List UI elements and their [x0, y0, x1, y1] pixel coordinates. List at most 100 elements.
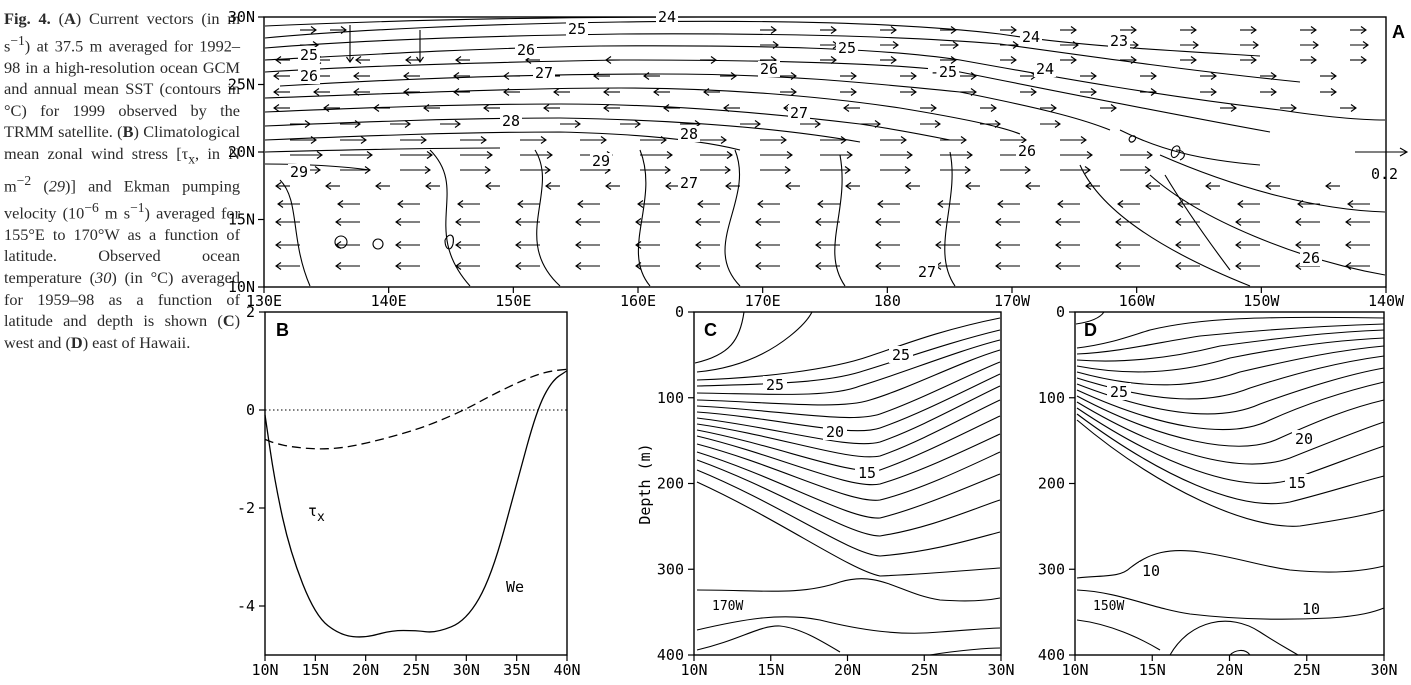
current-vector-head	[605, 182, 612, 190]
panel-c-xtick-label: 30N	[987, 661, 1014, 679]
current-vector-head	[593, 72, 600, 80]
current-vector-head	[664, 166, 671, 174]
panel-a-xtick-label: 150W	[1243, 292, 1280, 310]
caption-ref-b: B	[122, 122, 134, 142]
current-vector-head	[892, 41, 899, 49]
panel-c-label: C	[704, 320, 717, 340]
current-vector-head	[695, 218, 702, 226]
current-vector-head	[1235, 218, 1242, 226]
current-vector-head	[1205, 182, 1212, 190]
current-vector-head	[1110, 104, 1117, 112]
current-vector-head	[1057, 200, 1064, 208]
current-vector-head	[1055, 218, 1062, 226]
current-vector-head	[575, 218, 582, 226]
current-vector-head	[1177, 200, 1184, 208]
current-vector-head	[1144, 166, 1151, 174]
panel-c-contour-label: 20	[826, 423, 844, 441]
caption-text: ) Climatological mean zonal wind stress …	[4, 122, 240, 163]
current-vector-head	[840, 136, 847, 144]
panel-a-ytick-label: 30N	[228, 8, 255, 26]
caption-reference: 30	[95, 268, 112, 288]
current-vector-head	[515, 262, 522, 270]
current-vector-head	[457, 200, 464, 208]
current-vector-head	[480, 136, 487, 144]
caption-text: ) (in °C) averaged for 1959–98 as a func…	[4, 268, 241, 331]
current-vector-head	[930, 104, 937, 112]
current-vector-head	[830, 56, 837, 64]
current-vector-head	[1345, 262, 1352, 270]
panel-a-reference-vector: 0.2	[1355, 147, 1409, 183]
current-vector-head	[770, 26, 777, 34]
tau-x-series-line	[264, 368, 568, 450]
current-vector-head	[325, 182, 332, 190]
panel-a-contour-label: -25	[930, 63, 957, 81]
current-vector-head	[875, 262, 882, 270]
current-vector-head	[1210, 72, 1217, 80]
panel-a-sst-current-map: A 30N 25N 20N 15N 10N 130E 140E 150E 160E 170E 18…	[228, 8, 1409, 310]
panel-a-ytick-label: 20N	[228, 143, 255, 161]
current-vector-head	[340, 26, 347, 34]
current-vector-head	[653, 88, 660, 96]
panel-a-contour-label: 26	[300, 67, 318, 85]
current-vector-head	[420, 136, 427, 144]
panel-d-contour-label: 15	[1288, 474, 1306, 492]
panel-a-contour-label: 25	[568, 20, 586, 38]
current-vector-head	[453, 88, 460, 96]
current-vector-head	[994, 120, 1001, 128]
current-vector-head	[1070, 26, 1077, 34]
current-vector-head	[877, 200, 884, 208]
current-vector-head	[910, 72, 917, 80]
current-vector-head	[1145, 182, 1152, 190]
panel-a-xtick-label: 150E	[495, 292, 531, 310]
current-vector-head	[780, 136, 787, 144]
current-vector-head	[904, 166, 911, 174]
panel-a-xtick-label: 160W	[1119, 292, 1156, 310]
panel-a-contour-label: 26	[1018, 142, 1036, 160]
panel-a-contour-label: 25	[300, 46, 318, 64]
caption-text: ) west and (	[4, 311, 240, 352]
panel-d-ytick-label: 300	[1038, 560, 1065, 578]
current-vector-head	[364, 166, 371, 174]
current-vector-head	[1090, 72, 1097, 80]
current-vector-head	[575, 241, 582, 249]
current-vector-head	[1175, 218, 1182, 226]
panel-d-xtick-label: 25N	[1293, 661, 1320, 679]
current-vector-head	[1330, 72, 1337, 80]
current-vector-head	[665, 182, 672, 190]
panel-a-xtick-label: 170E	[745, 292, 781, 310]
current-vector-head	[515, 241, 522, 249]
panel-b-xtick-label: 15N	[302, 661, 329, 679]
current-vector-head	[1150, 72, 1157, 80]
caption-text: (	[31, 176, 49, 196]
current-vector-head	[1010, 26, 1017, 34]
current-vector-head	[416, 56, 424, 63]
current-vector-head	[275, 262, 282, 270]
current-vector-head	[1270, 72, 1277, 80]
panel-a-contour-label: 24	[658, 8, 676, 26]
current-vector-head	[845, 182, 852, 190]
current-vector-head	[1175, 262, 1182, 270]
panel-b-ytick-label: 0	[246, 401, 255, 419]
current-vector-head	[310, 26, 317, 34]
current-vector-head	[1310, 26, 1317, 34]
panel-c-longitude-label: 170W	[712, 599, 743, 614]
current-vector-head	[486, 151, 493, 159]
current-vector-head	[574, 120, 581, 128]
current-vector-head	[1086, 151, 1093, 159]
current-vector-head	[1084, 166, 1091, 174]
panel-b-ytick-label: 2	[246, 303, 255, 321]
panel-b-xtick-label: 25N	[402, 661, 429, 679]
current-vector-head	[304, 120, 311, 128]
panel-d-contour-label: 10	[1142, 562, 1160, 580]
current-vector-head	[483, 104, 490, 112]
current-vector-head	[275, 218, 282, 226]
panel-b-ytick-label: -2	[237, 499, 255, 517]
caption-text: ) Current vectors (in m s	[4, 9, 241, 56]
current-vector-head	[817, 200, 824, 208]
current-vector-head	[1090, 88, 1097, 96]
current-vector-head	[1085, 182, 1092, 190]
current-vector-head	[1115, 218, 1122, 226]
current-vector-head	[965, 182, 972, 190]
current-vector-head	[875, 218, 882, 226]
